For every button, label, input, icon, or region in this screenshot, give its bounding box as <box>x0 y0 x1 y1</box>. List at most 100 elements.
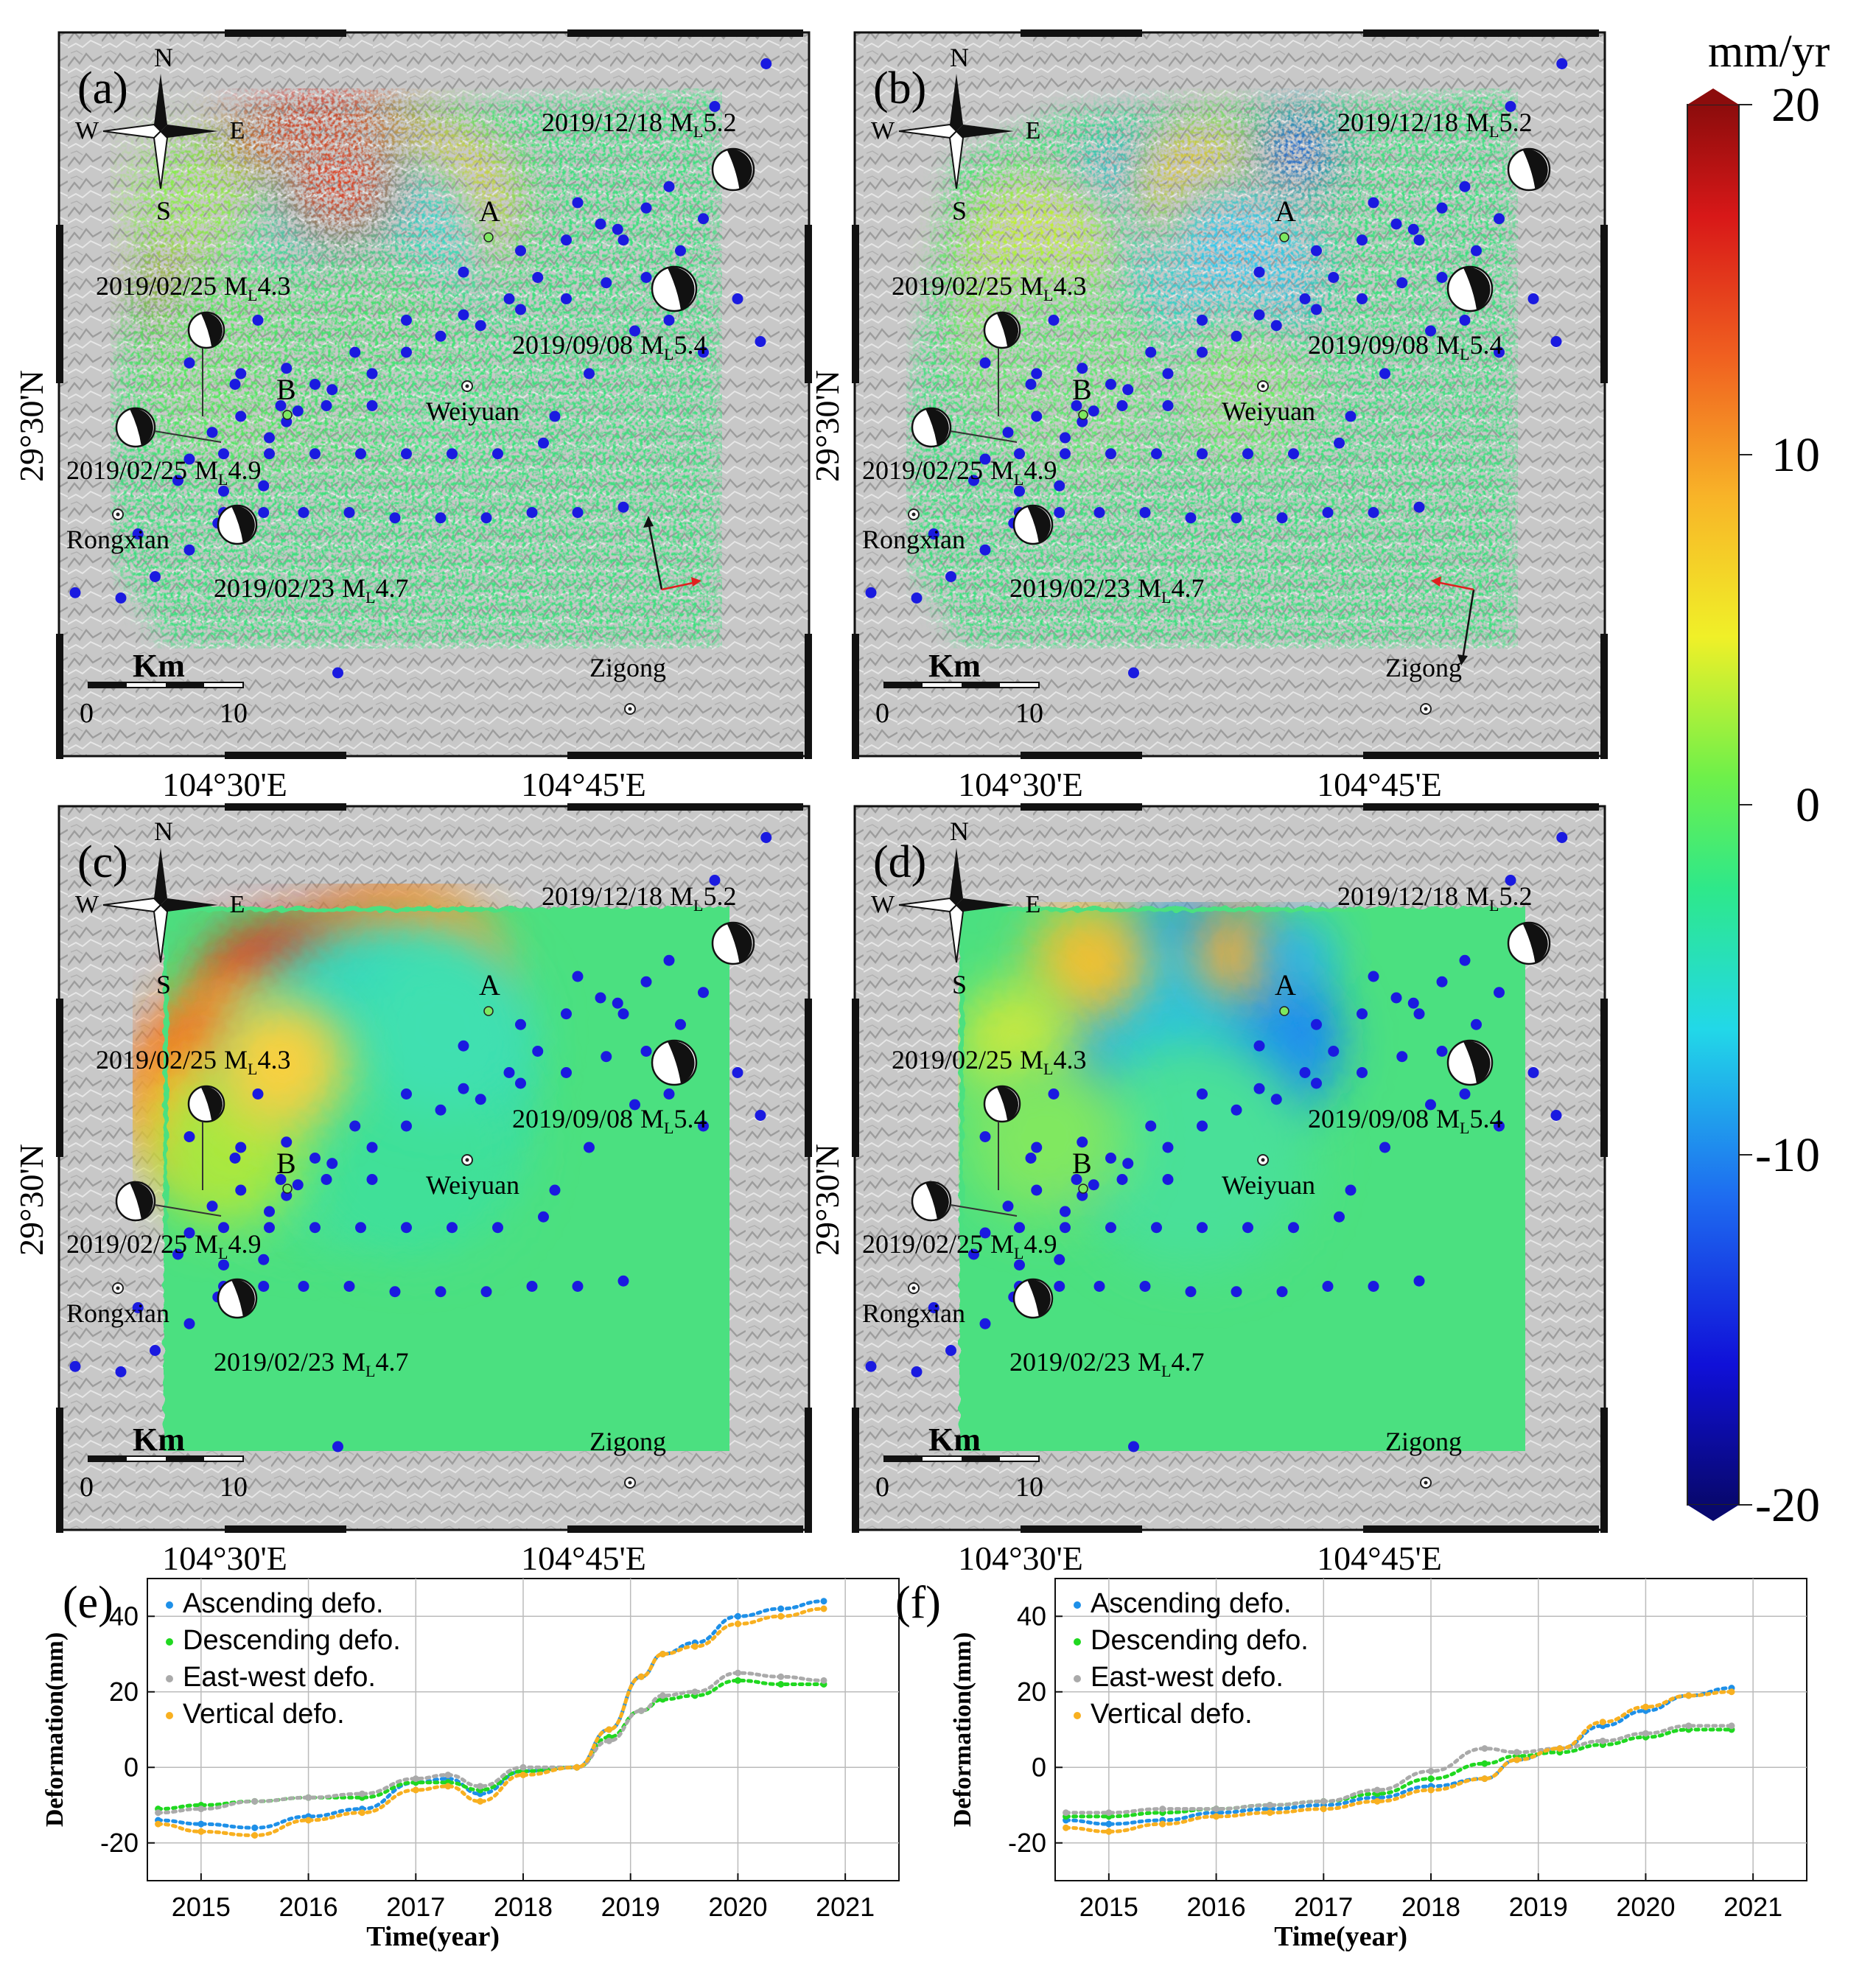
point-a-marker <box>1279 232 1289 242</box>
scale-bar-tick: 10 <box>1015 698 1043 729</box>
legend-marker <box>166 1638 173 1646</box>
earthquake-magnitude: 4.9 <box>228 455 261 485</box>
focal-mechanism-quadrant <box>668 1041 695 1084</box>
colorbar-tick-label: 10 <box>1771 428 1820 482</box>
magnitude-subscript: L <box>1014 470 1023 489</box>
epicenter-dot <box>349 346 361 358</box>
epicenter-dot <box>945 1345 956 1356</box>
earthquake-magnitude: 5.2 <box>1499 881 1532 911</box>
epicenter-dot <box>1151 1222 1162 1234</box>
y-tick-label: 20 <box>1017 1677 1046 1707</box>
data-point <box>412 1786 419 1794</box>
data-point <box>1728 1722 1735 1730</box>
epicenter-dot <box>332 1441 343 1453</box>
series-trace <box>1064 1727 1734 1819</box>
epicenter-dot <box>401 346 412 358</box>
epicenter-dot <box>1357 234 1368 246</box>
epicenter-dot <box>561 1008 572 1020</box>
y-axis-label: Deformation(mm) <box>949 1632 976 1827</box>
compass-label-w: W <box>871 117 895 144</box>
earthquake-label: 2019/09/08 ML5.4 <box>1308 330 1502 363</box>
focal-mechanism-quadrant <box>996 1086 1019 1121</box>
focal-mechanism-quadrant <box>668 267 695 310</box>
velocity-zone <box>214 998 346 1130</box>
plot-series <box>1063 1685 1735 1835</box>
epicenter-dot <box>435 330 447 342</box>
focal-mechanism-quadrant <box>231 1279 255 1317</box>
focal-mechanism-quadrant <box>200 1086 223 1121</box>
magnitude-subscript: L <box>218 470 228 489</box>
epicenter-dot <box>115 1366 127 1377</box>
legend-entry: East-west defo. <box>183 1662 376 1693</box>
velocity-field <box>958 902 1341 1270</box>
data-point <box>1599 1737 1606 1744</box>
epicenter-dot <box>235 1184 247 1196</box>
epicenter-dot <box>218 1259 229 1270</box>
epicenter-dot <box>760 58 772 69</box>
data-point <box>1320 1797 1327 1805</box>
longitude-label: 104°30'E <box>162 766 287 803</box>
epicenter-dot <box>292 405 304 417</box>
x-axis-label: Time(year) <box>366 1921 500 1952</box>
epicenter-dot <box>258 507 270 518</box>
magnitude-subscript: L <box>1043 286 1053 304</box>
epicenter-dot <box>401 315 412 326</box>
epicenter-dot <box>1311 304 1322 315</box>
colorbar-min-triangle <box>1687 1505 1739 1521</box>
compass-needle-n <box>154 847 167 905</box>
epicenter-dot <box>1288 448 1299 460</box>
epicenter-dot <box>1288 1222 1299 1234</box>
series-2 <box>1063 1722 1735 1817</box>
point-b-marker <box>282 410 293 420</box>
epicenter-dot <box>1413 234 1425 246</box>
epicenter-dot <box>1368 507 1379 518</box>
epicenter-dot <box>1185 512 1197 524</box>
map-frame-bar <box>567 803 803 811</box>
latitude-label: 29°30'N <box>808 370 846 482</box>
los-arrowhead <box>691 577 701 587</box>
longitude-label: 104°30'E <box>958 766 1083 803</box>
data-point <box>637 1707 645 1714</box>
epicenter-dot <box>561 1067 572 1078</box>
epicenter-dot <box>1060 448 1071 460</box>
velocity-zone <box>1164 180 1312 327</box>
epicenter-dot <box>172 1248 183 1260</box>
epicenter-dot <box>1311 1018 1322 1030</box>
colorbar-unit: mm/yr <box>1708 27 1830 77</box>
epicenter-dot <box>732 1067 743 1078</box>
data-point <box>251 1797 259 1805</box>
magnitude-symbol: M <box>195 1229 218 1259</box>
epicenter-dot <box>258 1281 270 1292</box>
velocity-zone <box>280 121 398 239</box>
velocity-zone <box>1260 113 1334 187</box>
epicenter-dot <box>526 1281 538 1292</box>
epicenter-dot <box>1151 448 1162 460</box>
epicenter-dot <box>1556 58 1568 69</box>
compass-label-w: W <box>75 117 99 144</box>
epicenter-dot <box>503 1067 515 1078</box>
data-point <box>734 1612 741 1620</box>
latitude-label: 29°30'N <box>13 370 50 482</box>
epicenter-dot <box>480 512 492 524</box>
town-label-weiyuan: Weiyuan <box>426 396 519 426</box>
point-a-marker <box>483 1006 494 1016</box>
epicenter-dot <box>1093 1281 1105 1292</box>
data-point <box>1105 1828 1113 1835</box>
epicenter-dot <box>865 1360 877 1372</box>
heading-arrow <box>1461 589 1475 660</box>
epicenter-dot <box>458 309 469 321</box>
epicenter-dot <box>401 1120 412 1132</box>
earthquake-magnitude: 4.3 <box>257 1045 290 1074</box>
epicenter-dot <box>1322 507 1334 518</box>
epicenter-dot <box>1425 325 1436 337</box>
data-point <box>1685 1722 1693 1730</box>
data-point <box>1105 1820 1113 1828</box>
compass-needle-n <box>950 74 963 131</box>
velocity-zone <box>1260 917 1334 990</box>
epicenter-dot <box>595 218 606 230</box>
map-frame-bar <box>1600 999 1608 1157</box>
epicenter-dot <box>1505 101 1516 112</box>
data-point <box>155 1820 162 1828</box>
epicenter-dot <box>617 1008 629 1020</box>
